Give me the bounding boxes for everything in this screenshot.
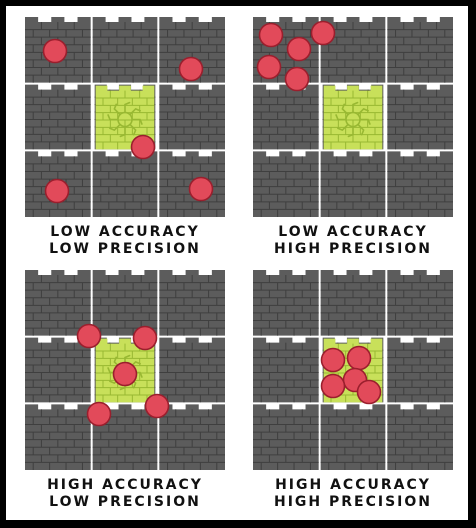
wall-cell (159, 404, 225, 470)
wall-cell (92, 270, 158, 336)
target-grid (25, 270, 225, 470)
hit-marker (44, 178, 70, 204)
hit-marker (76, 323, 102, 349)
wall-cell (387, 151, 453, 217)
wall-cell (159, 17, 225, 83)
caption-line-2: LOW PRECISION (49, 494, 201, 510)
hit-marker (256, 54, 282, 80)
wall-cell (92, 151, 158, 217)
hit-marker (130, 134, 156, 160)
hit-marker (144, 393, 170, 419)
hit-marker (286, 36, 312, 62)
hit-marker (320, 347, 346, 373)
wall-cell (387, 270, 453, 336)
hit-marker (112, 361, 138, 387)
hit-marker (132, 325, 158, 351)
wall-cell (320, 270, 386, 336)
wall-cell (159, 337, 225, 403)
hit-marker (346, 345, 372, 371)
wall-cell (25, 337, 91, 403)
caption-line-2: HIGH PRECISION (273, 494, 432, 510)
wall-cell (253, 404, 319, 470)
wall-cell (92, 17, 158, 83)
hit-marker (178, 56, 204, 82)
target-emblem-icon (107, 101, 143, 138)
hit-marker (356, 379, 382, 405)
wall-cell (253, 84, 319, 150)
wall-cell (320, 17, 386, 83)
wall-cell (159, 270, 225, 336)
figure-frame: LOW ACCURACY LOW PRECISION LOW ACCURACY … (6, 6, 468, 520)
caption-line-2: HIGH PRECISION (273, 241, 432, 257)
wall-cell (387, 404, 453, 470)
wall-cell (387, 337, 453, 403)
wall-cell (25, 270, 91, 336)
hit-marker (42, 38, 68, 64)
caption-line-1: HIGH ACCURACY (275, 477, 431, 493)
wall-cell (253, 151, 319, 217)
hit-marker (188, 176, 214, 202)
target-cell (323, 85, 383, 150)
wall-cell (253, 270, 319, 336)
wall-cell (253, 337, 319, 403)
wall-cell (320, 404, 386, 470)
wall-cell (387, 17, 453, 83)
target-grid (253, 270, 453, 470)
hit-marker (86, 401, 112, 427)
caption-line-1: LOW ACCURACY (278, 224, 428, 240)
caption-line-1: LOW ACCURACY (50, 224, 200, 240)
caption-line-1: HIGH ACCURACY (47, 477, 203, 493)
wall-cell (320, 151, 386, 217)
wall-cell (159, 84, 225, 150)
target-emblem-icon (335, 101, 371, 138)
hit-marker (320, 373, 346, 399)
hit-marker (258, 22, 284, 48)
caption-line-2: LOW PRECISION (49, 241, 201, 257)
wall-cell (387, 84, 453, 150)
wall-cell (25, 404, 91, 470)
wall-cell (25, 84, 91, 150)
target-cell (95, 85, 155, 150)
hit-marker (284, 66, 310, 92)
target-grid (253, 17, 453, 217)
target-grid (25, 17, 225, 217)
hit-marker (310, 20, 336, 46)
